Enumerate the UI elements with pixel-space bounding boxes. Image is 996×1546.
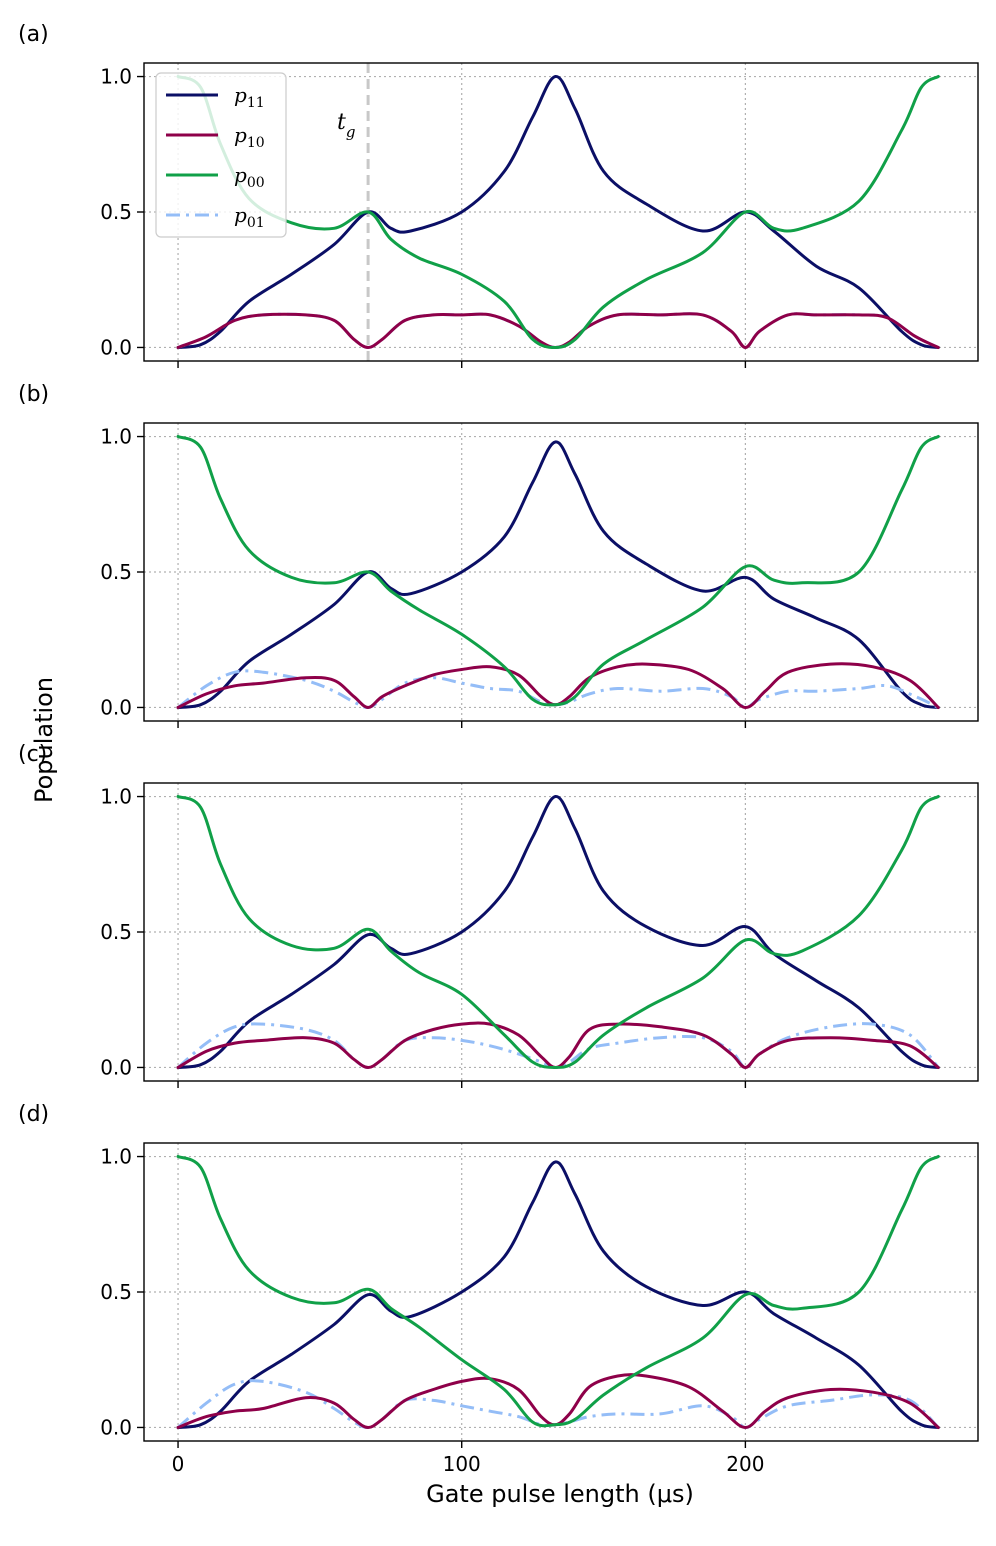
x-tick-label: 100 [443, 1452, 481, 1476]
y-tick-label: 0.5 [100, 200, 132, 224]
series-line-p11 [176, 75, 940, 349]
tg-annotation-sub: g [346, 123, 356, 141]
panel-label: (c) [18, 742, 47, 767]
y-tick-label: 0.0 [100, 1055, 132, 1079]
legend-label-sub: 01 [247, 215, 265, 231]
series-line-p00 [176, 1155, 940, 1428]
panel-b: (b) 0.0 0.5 1.0 [18, 382, 979, 728]
y-tick-label: 0.0 [100, 1415, 132, 1439]
series-line-p00 [176, 435, 940, 707]
series-line-p00 [176, 795, 940, 1069]
series-line-p00 [176, 75, 940, 349]
series-line-p10 [176, 1021, 940, 1069]
y-tick-label: 0.5 [100, 920, 132, 944]
series-line-p01 [177, 1379, 940, 1430]
series-line-p11 [176, 1160, 940, 1429]
panel-label: (b) [18, 382, 49, 407]
y-tick-label: 0.0 [100, 695, 132, 719]
y-tick-label: 0.0 [100, 335, 132, 359]
legend-label-sub: 00 [247, 175, 265, 191]
y-axis-label: Population [30, 677, 58, 803]
panel-c: (c) 0.0 0.5 1.0 [18, 742, 979, 1088]
series-line-p10 [176, 312, 940, 349]
x-tick-label: 200 [726, 1452, 764, 1476]
series-line-p01 [177, 669, 939, 710]
panel-label: (d) [18, 1102, 49, 1127]
series-line-p10 [176, 662, 940, 709]
series-group [176, 1155, 940, 1430]
panel-d: (d) 0.0 0.5 1.0 0 100 200 [18, 1102, 979, 1476]
series-line-p11 [176, 440, 940, 709]
tg-annotation: tg [337, 110, 355, 141]
legend-box [155, 72, 287, 238]
legend-label-sub: 11 [247, 95, 265, 111]
series-group [176, 75, 940, 349]
series-line-p01 [177, 1022, 940, 1069]
x-axis-label: Gate pulse length (μs) [426, 1480, 694, 1508]
series-group [176, 795, 940, 1069]
y-tick-label: 1.0 [100, 425, 132, 449]
series-line-p10 [176, 1373, 940, 1429]
series-group [176, 435, 940, 710]
y-tick-label: 0.5 [100, 560, 132, 584]
series-line-p11 [176, 795, 940, 1069]
series-line-p01 [177, 312, 939, 349]
y-tick-label: 1.0 [100, 785, 132, 809]
panel-label: (a) [18, 22, 49, 47]
y-tick-label: 1.0 [100, 1145, 132, 1169]
y-tick-label: 1.0 [100, 65, 132, 89]
legend-label-sub: 10 [247, 135, 265, 151]
y-tick-label: 0.5 [100, 1280, 132, 1304]
x-tick-label: 0 [172, 1452, 185, 1476]
